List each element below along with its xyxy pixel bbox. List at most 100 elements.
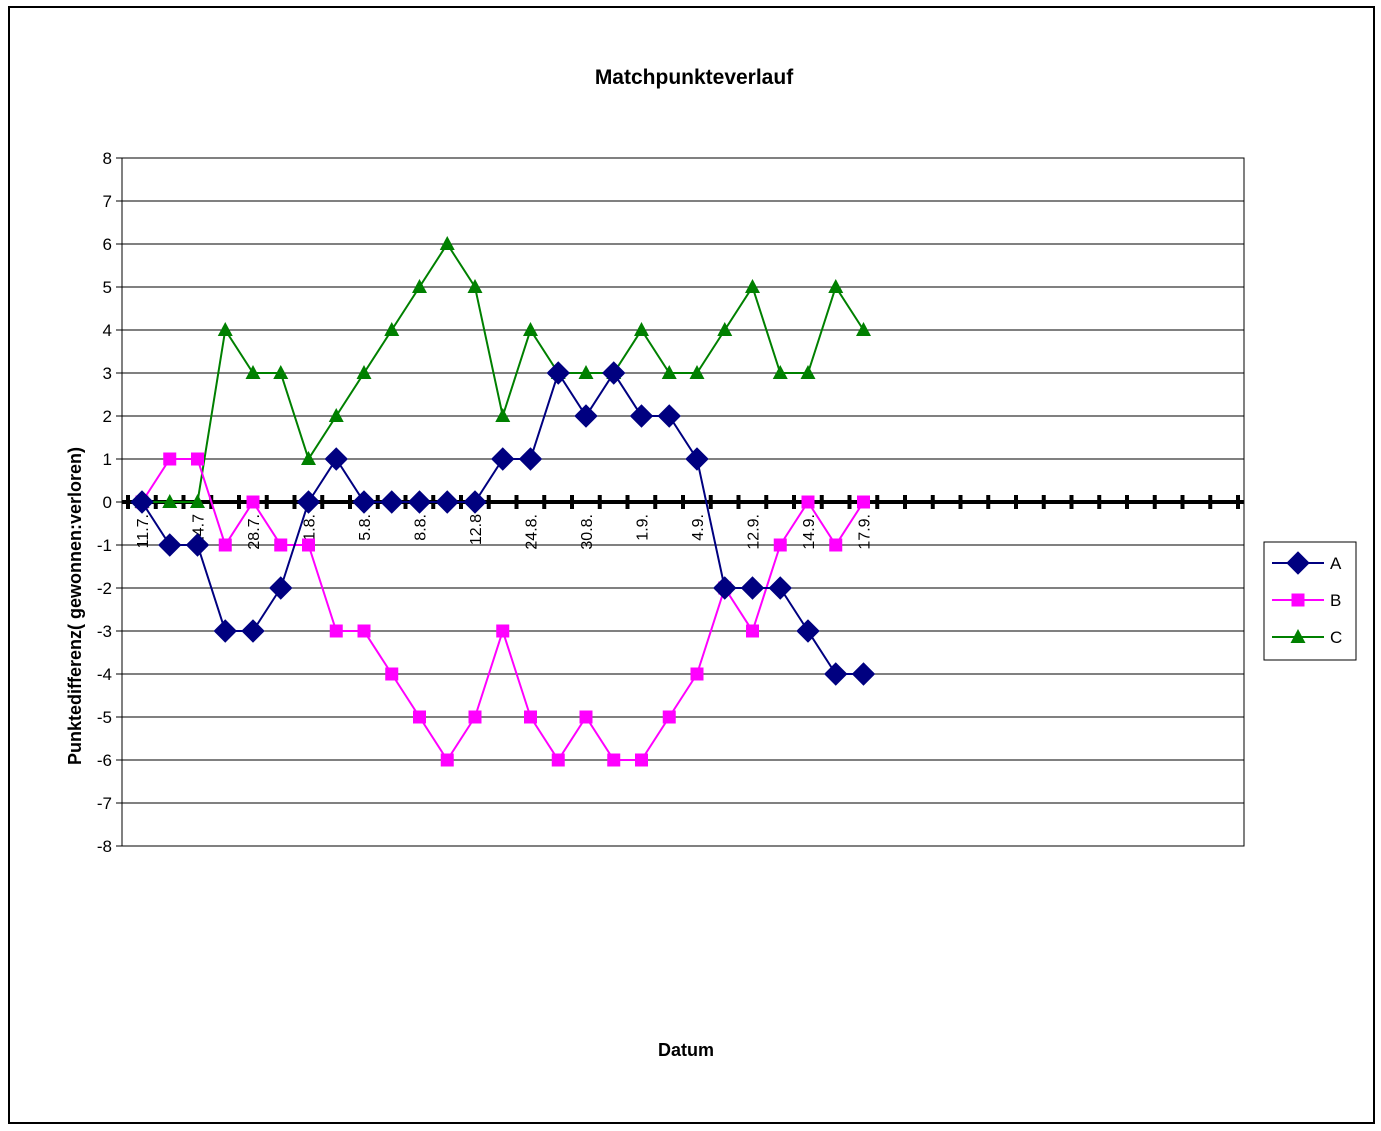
data-point	[412, 279, 427, 293]
data-point	[357, 624, 371, 638]
y-tick-label: -3	[97, 622, 112, 641]
y-axis-ticks: 8 7 6 5 4 3 2 1 0 -1 -2 -3 -4 -5 -6 -7 -8	[97, 149, 122, 856]
x-axis: 11.7. 24.7 28.7. 1.8. 5.8. 8.8. 12.8 24.8. 30.8.…	[122, 495, 1244, 550]
x-tick-label: 11.7.	[135, 514, 152, 548]
data-point	[246, 495, 260, 509]
x-tick-label: 1.8.	[302, 514, 319, 541]
data-point	[857, 495, 870, 509]
data-point	[191, 452, 204, 466]
data-point	[856, 322, 871, 336]
data-point	[302, 538, 315, 552]
legend-item-b: B	[1272, 591, 1341, 610]
y-tick-label: -7	[97, 794, 112, 813]
data-point	[772, 365, 788, 379]
y-tick-label: -8	[97, 837, 112, 856]
y-tick-label: 2	[103, 407, 112, 426]
data-point	[296, 490, 321, 514]
series-a	[130, 361, 876, 686]
data-point	[746, 624, 759, 638]
data-point	[162, 494, 178, 508]
data-point	[413, 710, 426, 724]
data-point	[796, 619, 820, 643]
legend-label: A	[1330, 554, 1342, 573]
series-c	[134, 236, 871, 508]
data-point	[828, 279, 844, 293]
data-point	[245, 365, 261, 379]
data-point	[269, 576, 293, 600]
data-point	[407, 490, 432, 514]
y-tick-label: 4	[103, 321, 112, 340]
data-point	[213, 619, 237, 643]
x-tick-label: 30.8.	[579, 514, 596, 550]
data-point	[629, 404, 654, 428]
data-point	[217, 322, 233, 336]
data-point	[329, 624, 343, 638]
data-point	[768, 576, 792, 600]
y-tick-label: 7	[103, 192, 112, 211]
data-point	[491, 447, 515, 471]
y-tick-label: -2	[97, 579, 112, 598]
data-point	[468, 710, 482, 724]
data-point	[661, 365, 677, 379]
y-tick-label: -4	[97, 665, 112, 684]
data-point	[274, 538, 288, 552]
data-point	[463, 490, 487, 514]
data-point	[829, 538, 843, 552]
data-point	[800, 365, 816, 379]
data-point	[579, 710, 593, 724]
data-point	[773, 538, 787, 552]
data-point	[241, 619, 265, 643]
data-point	[740, 576, 765, 600]
legend-swatch-marker	[1286, 551, 1310, 575]
data-point	[851, 662, 876, 686]
data-point	[495, 408, 511, 422]
data-point	[546, 361, 570, 385]
y-tick-label: 8	[103, 149, 112, 168]
data-point	[439, 236, 455, 250]
x-tick-label: 28.7.	[246, 514, 263, 550]
y-axis-title: Punktedifferenz( gewonnen:verloren)	[65, 447, 85, 765]
data-point	[324, 447, 348, 471]
data-point	[634, 322, 649, 336]
legend-swatch-marker	[1291, 593, 1305, 607]
legend-swatch-marker	[1290, 629, 1306, 643]
data-point	[602, 361, 626, 385]
data-point	[607, 753, 621, 767]
data-point	[158, 533, 182, 557]
data-point	[328, 408, 344, 422]
y-tick-label: -1	[97, 536, 112, 555]
data-point	[273, 365, 289, 379]
data-point	[657, 404, 681, 428]
x-axis-title: Datum	[658, 1040, 714, 1060]
data-point	[435, 490, 459, 514]
data-point	[745, 279, 760, 293]
legend-label: C	[1330, 628, 1342, 647]
data-point	[578, 365, 594, 379]
y-tick-label: 6	[103, 235, 112, 254]
data-point	[551, 753, 565, 767]
data-point	[496, 624, 510, 638]
x-tick-label: 14.9.	[801, 514, 818, 550]
chart-frame: Matchpunkteverlauf 8 7 6 5 4 3 2 1 0 -1 -2 -3 -4 -5 -6…	[8, 6, 1375, 1124]
data-point	[523, 322, 538, 336]
y-tick-label: 5	[103, 278, 112, 297]
data-point	[713, 576, 737, 600]
data-point	[635, 753, 648, 767]
data-point	[385, 667, 399, 681]
data-point	[824, 662, 848, 686]
x-tick-label: 12.9.	[746, 514, 763, 550]
data-point	[689, 365, 705, 379]
data-point	[685, 447, 709, 471]
x-tick-label: 8.8.	[413, 514, 430, 541]
data-point	[662, 710, 676, 724]
data-point	[185, 533, 210, 557]
data-point	[801, 495, 815, 509]
series-layer	[130, 236, 876, 767]
data-point	[130, 490, 154, 514]
data-point	[518, 447, 543, 471]
data-point	[574, 404, 598, 428]
x-tick-label: 5.8.	[357, 514, 374, 541]
chart-title: Matchpunkteverlauf	[595, 66, 794, 89]
data-point	[524, 710, 537, 724]
y-tick-label: 1	[103, 450, 112, 469]
